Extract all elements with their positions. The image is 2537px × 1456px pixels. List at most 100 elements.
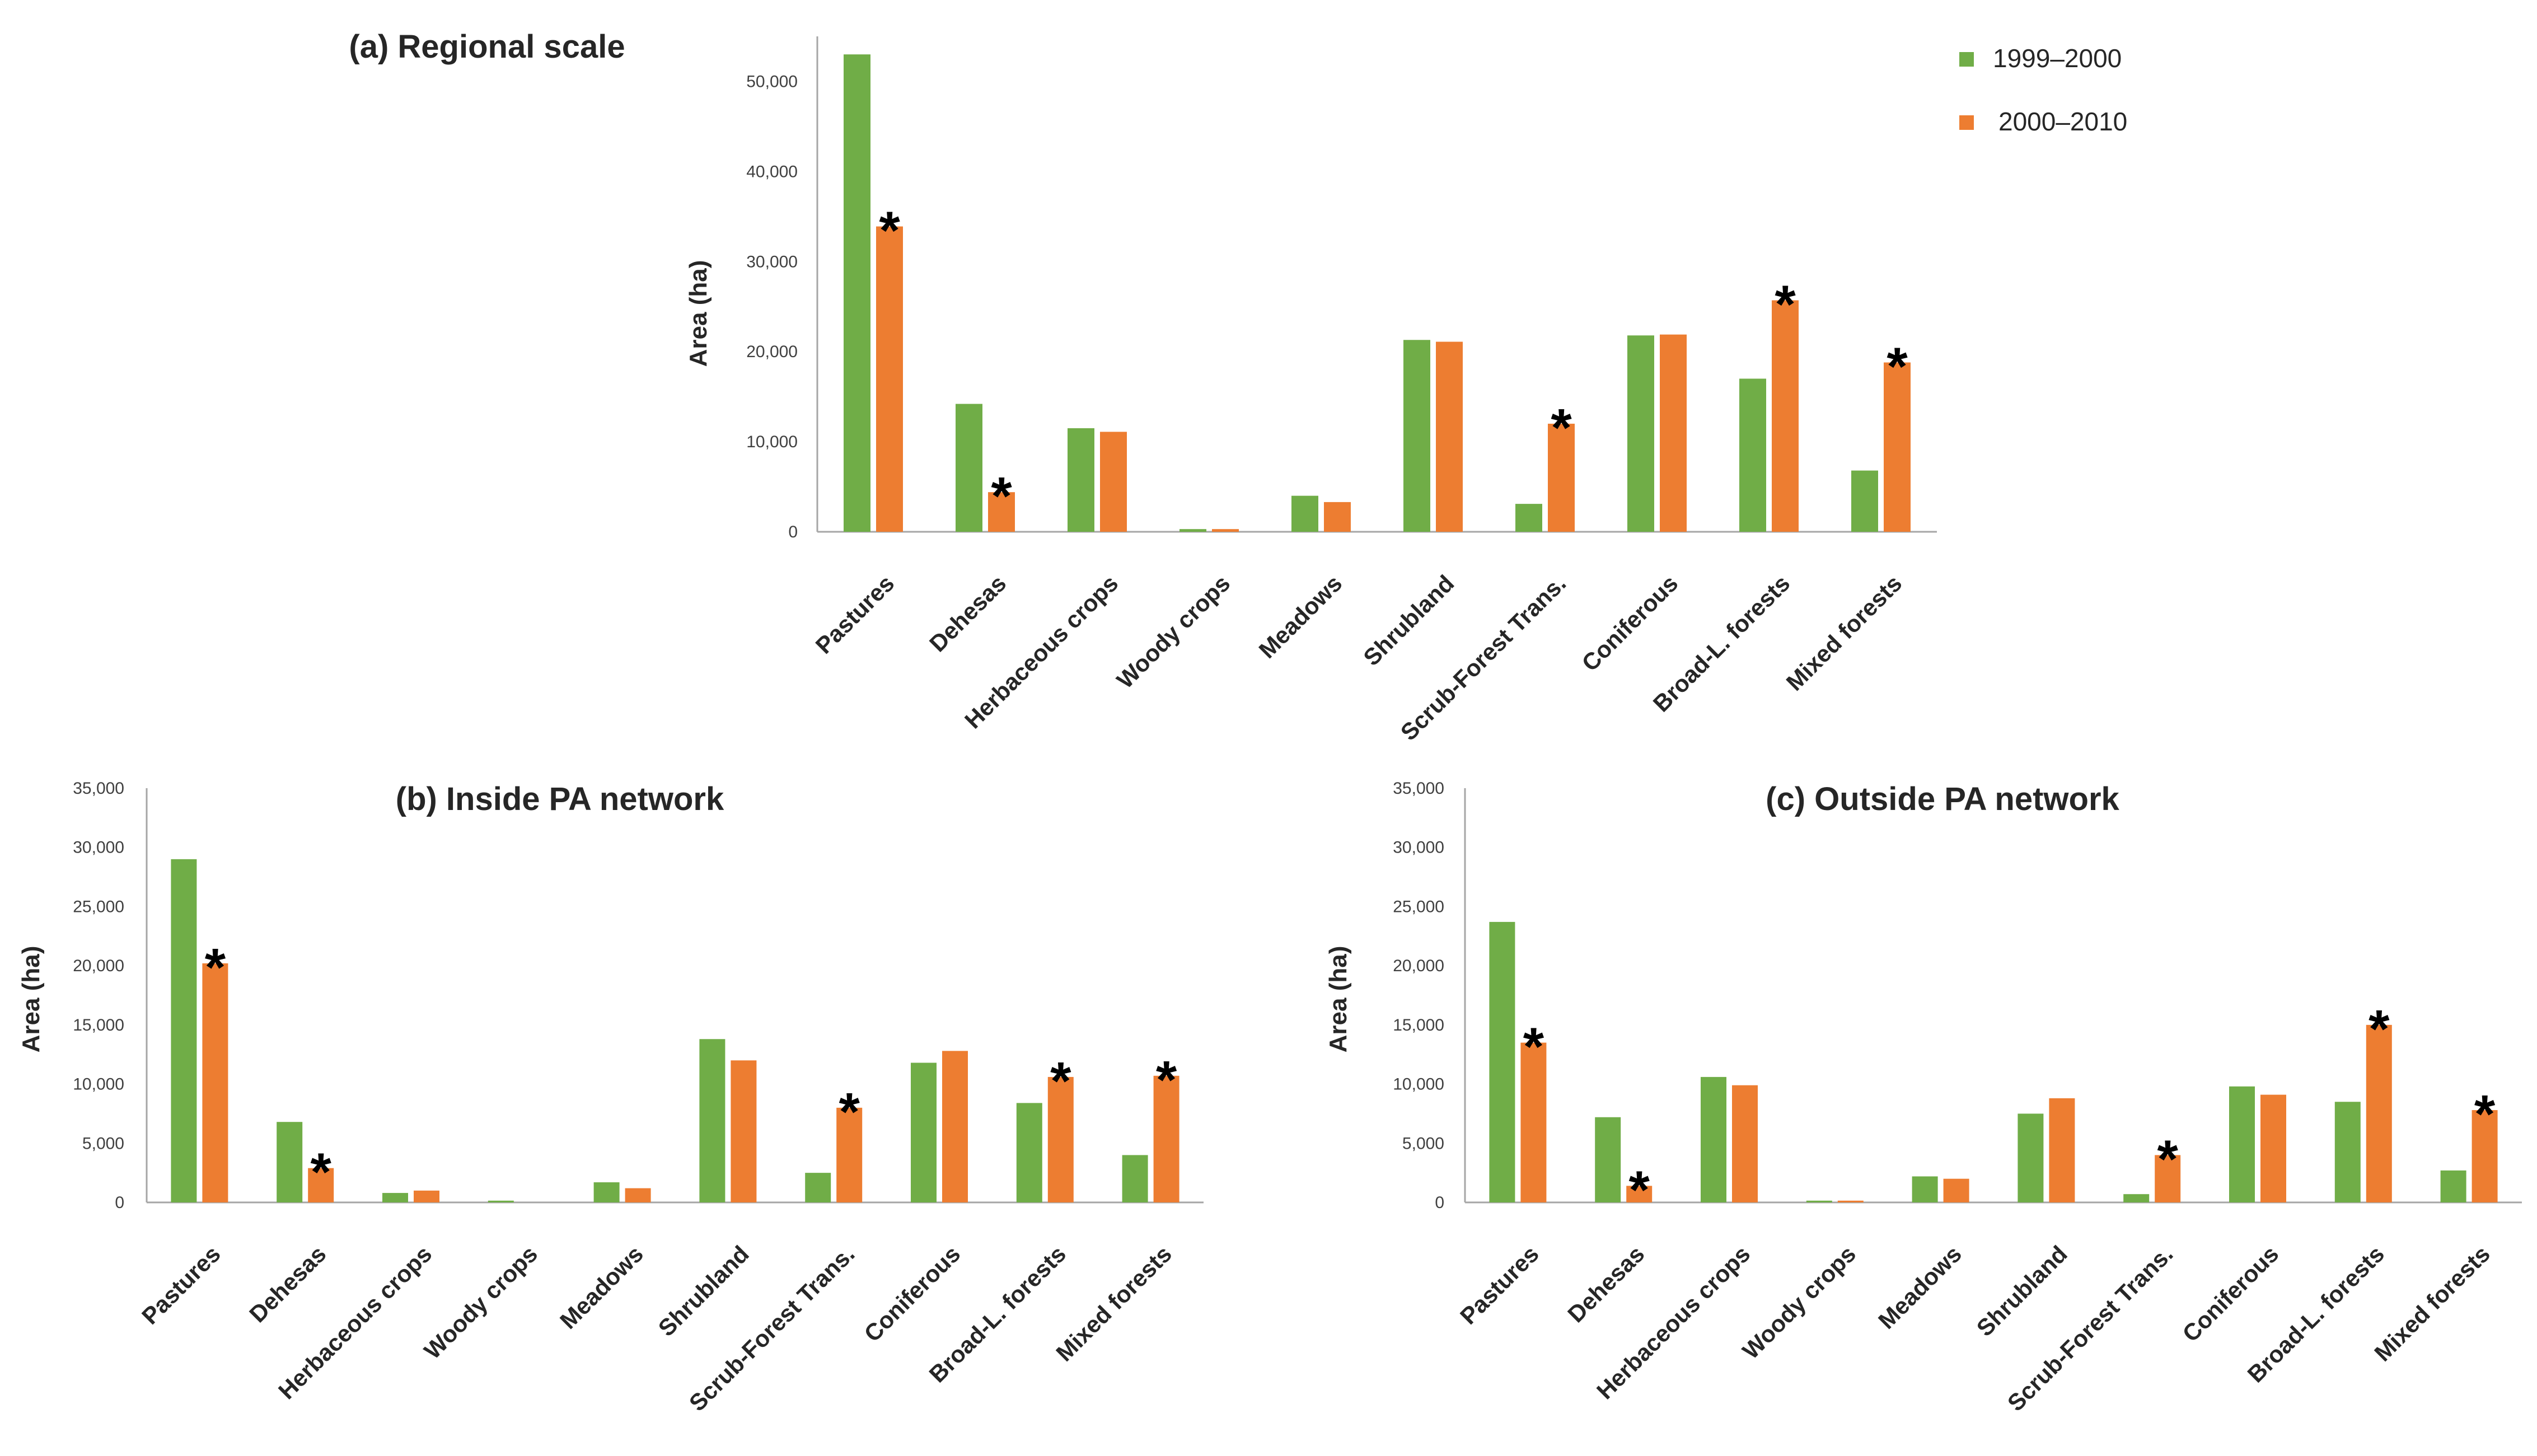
bar-2000-2010 <box>2049 1098 2075 1202</box>
x-category-label: Pastures <box>137 1240 226 1329</box>
chart-title: (a) Regional scale <box>349 29 625 65</box>
bar-1999-2000 <box>956 404 982 532</box>
bar-2000-2010 <box>308 1168 334 1202</box>
x-category-label: Woody crops <box>1737 1240 1861 1364</box>
y-tick-label: 15,000 <box>73 1016 124 1034</box>
bar-2000-2010 <box>1660 334 1687 532</box>
bar-2000-2010 <box>876 226 903 532</box>
chart-regional-scale: (a) Regional scale Area (ha) 0 10,000 20,0… <box>349 29 1937 746</box>
bar-1999-2000 <box>1515 504 1542 532</box>
significance-marker: * <box>1156 1050 1177 1110</box>
y-tick-label: 10,000 <box>73 1075 124 1094</box>
bar-2000-2010 <box>1732 1085 1758 1202</box>
bar-2000-2010 <box>988 492 1015 532</box>
plot-area: 0 5,000 10,000 15,000 20,000 25,000 30,000 35,0… <box>1393 779 2522 1416</box>
significance-marker: * <box>839 1082 860 1142</box>
bar-1999-2000 <box>2334 1102 2361 1202</box>
y-tick-label: 20,000 <box>746 343 798 361</box>
bar-2000-2010 <box>2472 1110 2498 1202</box>
x-category-label: Dehesas <box>1562 1240 1649 1327</box>
significance-marker: * <box>311 1143 332 1202</box>
bar-1999-2000 <box>488 1200 514 1202</box>
plot-area: 0 5,000 10,000 15,000 20,000 25,000 30,000 35,0… <box>73 779 1204 1416</box>
y-tick-label: 10,000 <box>746 433 798 451</box>
plot-area: 0 10,000 20,000 30,000 40,000 50,000 * Pastures… <box>746 36 1937 746</box>
bar-2000-2010 <box>1943 1178 1969 1202</box>
bar-2000-2010 <box>1520 1042 1547 1202</box>
bar-2000-2010 <box>1884 362 1911 532</box>
x-category-label: Coniferous <box>859 1240 965 1347</box>
bar-1999-2000 <box>2123 1194 2150 1202</box>
bar-2000-2010 <box>414 1190 439 1202</box>
significance-marker: * <box>2157 1129 2179 1189</box>
y-tick-label: 35,000 <box>73 779 124 798</box>
y-axis-label: Area (ha) <box>685 260 712 367</box>
bar-1999-2000 <box>1489 921 1515 1202</box>
bar-2000-2010 <box>2155 1155 2181 1202</box>
significance-marker: * <box>1775 274 1796 334</box>
y-tick-label: 20,000 <box>73 957 124 975</box>
bar-1999-2000 <box>844 54 870 532</box>
x-category-label: Pastures <box>811 570 900 659</box>
y-tick-label: 10,000 <box>1393 1075 1444 1094</box>
y-tick-label: 5,000 <box>82 1134 124 1153</box>
x-category-label: Mixed forests <box>1781 570 1907 696</box>
bar-2000-2010 <box>731 1060 757 1202</box>
bar-2000-2010 <box>836 1107 863 1202</box>
bar-1999-2000 <box>1122 1155 1148 1202</box>
bar-1999-2000 <box>1806 1200 1832 1202</box>
bar-1999-2000 <box>2229 1086 2255 1202</box>
bar-1999-2000 <box>1068 428 1094 532</box>
bar-2000-2010 <box>2260 1094 2286 1202</box>
x-category-label: Coniferous <box>2177 1240 2283 1347</box>
x-category-label: Coniferous <box>1576 570 1683 676</box>
significance-marker: * <box>2474 1084 2496 1144</box>
x-category-label: Woody crops <box>419 1240 542 1364</box>
legend-swatch-1999-2000 <box>1959 52 1974 67</box>
x-category-label: Dehesas <box>244 1240 331 1327</box>
bar-2000-2010 <box>1324 502 1351 532</box>
chart-inside-pa-network: (b) Inside PA network Area (ha) 0 5,000 10… <box>17 779 1204 1416</box>
bar-2000-2010 <box>625 1188 651 1202</box>
x-category-label: Shrubland <box>1972 1240 2072 1341</box>
bar-1999-2000 <box>277 1122 303 1202</box>
y-tick-label: 0 <box>115 1193 124 1212</box>
legend-swatch-2000-2010 <box>1959 115 1974 130</box>
x-category-label: Meadows <box>555 1240 648 1334</box>
y-tick-label: 25,000 <box>73 897 124 916</box>
significance-marker: * <box>991 466 1012 526</box>
y-tick-label: 30,000 <box>1393 839 1444 857</box>
bar-2000-2010 <box>202 963 228 1202</box>
significance-marker: * <box>2369 999 2390 1059</box>
y-axis-label: Area (ha) <box>17 946 45 1053</box>
x-category-label: Meadows <box>1253 570 1347 663</box>
bar-2000-2010 <box>1548 423 1575 532</box>
chart-title: (b) Inside PA network <box>396 781 724 817</box>
legend-label-2000-2010: 2000–2010 <box>1998 107 2127 136</box>
significance-marker: * <box>1551 398 1572 458</box>
y-tick-label: 20,000 <box>1393 957 1444 975</box>
bar-1999-2000 <box>1627 335 1654 532</box>
chart-title: (c) Outside PA network <box>1766 781 2119 817</box>
significance-marker: * <box>879 201 900 261</box>
chart-outside-pa-network: (c) Outside PA network Area (ha) 0 5,000 1… <box>1324 779 2522 1416</box>
bar-1999-2000 <box>382 1193 408 1202</box>
x-category-label: Woody crops <box>1112 570 1235 694</box>
bar-2000-2010 <box>1436 341 1463 532</box>
bar-2000-2010 <box>2366 1024 2392 1202</box>
legend: 1999–2000 2000–2010 <box>1959 44 2127 136</box>
bar-2000-2010 <box>942 1051 968 1202</box>
bar-1999-2000 <box>1016 1103 1042 1202</box>
bar-2000-2010 <box>1837 1200 1864 1202</box>
bar-1999-2000 <box>1179 529 1206 532</box>
y-tick-label: 15,000 <box>1393 1016 1444 1034</box>
bar-1999-2000 <box>1739 378 1766 532</box>
significance-marker: * <box>1887 336 1908 396</box>
legend-label-1999-2000: 1999–2000 <box>1993 44 2122 73</box>
x-category-label: Pastures <box>1455 1240 1544 1329</box>
y-tick-label: 5,000 <box>1402 1134 1444 1153</box>
y-tick-label: 0 <box>1435 1193 1444 1212</box>
bar-2000-2010 <box>1153 1075 1179 1202</box>
x-category-label: Shrubland <box>653 1240 754 1341</box>
